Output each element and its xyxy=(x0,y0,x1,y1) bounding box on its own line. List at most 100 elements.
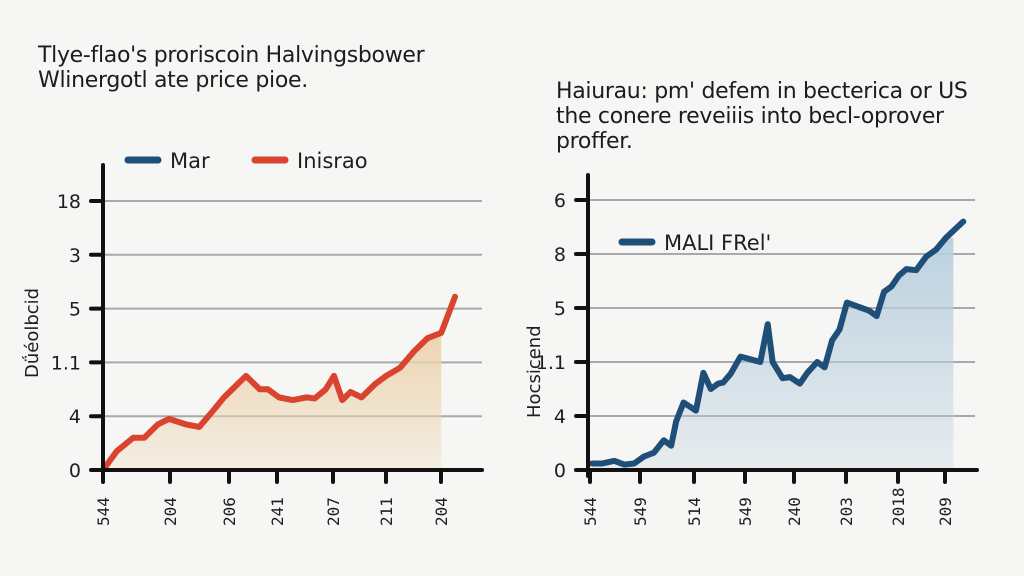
right-x-tick-label: 209 xyxy=(936,497,955,526)
left-data-point xyxy=(440,332,442,334)
left-data-point xyxy=(306,396,307,398)
left-axes xyxy=(89,163,484,484)
right-data-point xyxy=(663,439,665,441)
right-y-tick-label: 4 xyxy=(554,406,566,428)
right-data-point xyxy=(905,268,907,270)
left-series-area xyxy=(103,332,442,470)
left-data-point xyxy=(267,388,269,390)
right-y-tick-label: 5 xyxy=(554,298,566,320)
left-data-point xyxy=(341,399,343,401)
right-series-lines xyxy=(589,218,967,468)
right-data-point xyxy=(772,361,774,363)
right-x-tick-label: 544 xyxy=(581,497,600,526)
right-data-point xyxy=(633,463,635,465)
right-data-point xyxy=(782,377,784,379)
right-y-axis-title: Hocsicend xyxy=(524,325,545,418)
right-data-point xyxy=(861,307,863,309)
right-x-tick-label: 240 xyxy=(785,497,804,526)
left-data-point xyxy=(399,367,401,369)
right-y-tick-label: 6 xyxy=(554,190,566,212)
right-data-point xyxy=(868,310,870,312)
right-data-point xyxy=(702,372,704,374)
right-data-point xyxy=(653,452,655,454)
left-series-line xyxy=(100,293,458,473)
right-data-point xyxy=(846,302,848,304)
right-data-point xyxy=(925,256,927,258)
right-data-point xyxy=(613,460,615,462)
right-data-point xyxy=(749,358,751,360)
right-data-point xyxy=(670,445,672,447)
right-y-tick-label: 1.1 xyxy=(536,352,566,374)
right-legend: MALI FRel' xyxy=(618,231,771,255)
right-data-point xyxy=(824,366,826,368)
right-data-point xyxy=(730,373,732,375)
left-data-point xyxy=(168,418,170,420)
left-data-point xyxy=(223,396,225,398)
right-data-point xyxy=(898,275,900,277)
left-data-point xyxy=(333,375,335,377)
right-data-point xyxy=(767,323,769,325)
left-data-point xyxy=(116,450,118,452)
left-area xyxy=(103,332,442,470)
left-data-point xyxy=(314,397,316,399)
left-data-point xyxy=(198,426,200,428)
left-data-point xyxy=(245,375,247,377)
right-y-tick-label: 0 xyxy=(554,460,566,482)
left-y-tick-label: 5 xyxy=(69,299,81,321)
left-y-tick-label: 1.1 xyxy=(51,352,81,374)
left-data-point xyxy=(212,410,214,412)
left-data-point xyxy=(185,423,186,425)
left-data-point xyxy=(325,388,327,390)
right-data-point xyxy=(945,237,947,239)
left-data-point xyxy=(374,383,376,385)
right-data-point xyxy=(890,285,892,287)
right-x-tick-label: 549 xyxy=(631,497,650,526)
left-x-tick-label: 544 xyxy=(94,497,113,526)
left-data-point xyxy=(454,296,456,298)
right-data-point xyxy=(623,464,625,466)
right-data-point xyxy=(591,463,593,465)
right-x-tick-label: 549 xyxy=(736,497,755,526)
left-x-tick-label: 241 xyxy=(268,497,287,526)
left-data-point xyxy=(231,388,233,390)
left-x-tick-label: 204 xyxy=(161,497,180,526)
left-y-tick-label: 18 xyxy=(57,191,81,213)
right-data-point xyxy=(710,388,712,390)
right-x-tick-labels: 544 549 514 549 240 203 2018 209 xyxy=(581,487,955,526)
right-data-point xyxy=(799,383,801,385)
left-y-tick-labels: 0 4 1.1 5 3 18 xyxy=(51,191,81,482)
right-data-point xyxy=(695,410,697,412)
right-legend-label: MALI FRel' xyxy=(664,231,771,255)
left-legend-label: Mar xyxy=(170,149,210,173)
right-data-point xyxy=(839,329,840,331)
left-data-point xyxy=(157,423,159,425)
right-chart-title: Haiurau: pm' defem in becterica or US th… xyxy=(556,79,968,154)
left-y-tick-label: 3 xyxy=(69,245,81,267)
right-x-tick-label: 514 xyxy=(685,497,704,526)
left-data-point xyxy=(427,337,428,339)
right-data-point xyxy=(883,291,885,293)
right-x-tick-label: 2018 xyxy=(889,487,908,526)
left-chart-title: Tlye-flao's proriscoin Halvingsbower Wli… xyxy=(38,43,425,93)
left-x-tick-label: 206 xyxy=(220,497,239,526)
left-data-point xyxy=(292,399,294,401)
right-y-tick-label: 8 xyxy=(554,244,566,266)
left-data-point xyxy=(350,391,351,393)
right-axes xyxy=(574,173,979,484)
left-x-tick-label: 207 xyxy=(324,497,343,526)
right-x-tick-label: 203 xyxy=(837,497,856,526)
right-data-point xyxy=(683,402,685,403)
left-x-tick-labels: 544 204 206 241 207 211 204 xyxy=(94,497,451,526)
right-data-point xyxy=(740,356,741,358)
left-y-axis-title: Dǘéolbcid xyxy=(22,288,43,378)
right-data-point xyxy=(643,456,645,457)
right-data-point xyxy=(806,372,808,374)
right-data-point xyxy=(759,361,761,363)
left-data-point xyxy=(259,388,261,390)
right-data-point xyxy=(935,249,937,251)
right-data-point xyxy=(853,304,855,306)
right-y-tick-labels: 0 4 1.1 5 8 6 xyxy=(536,190,566,482)
right-data-point xyxy=(789,376,791,378)
right-data-point xyxy=(717,383,719,385)
